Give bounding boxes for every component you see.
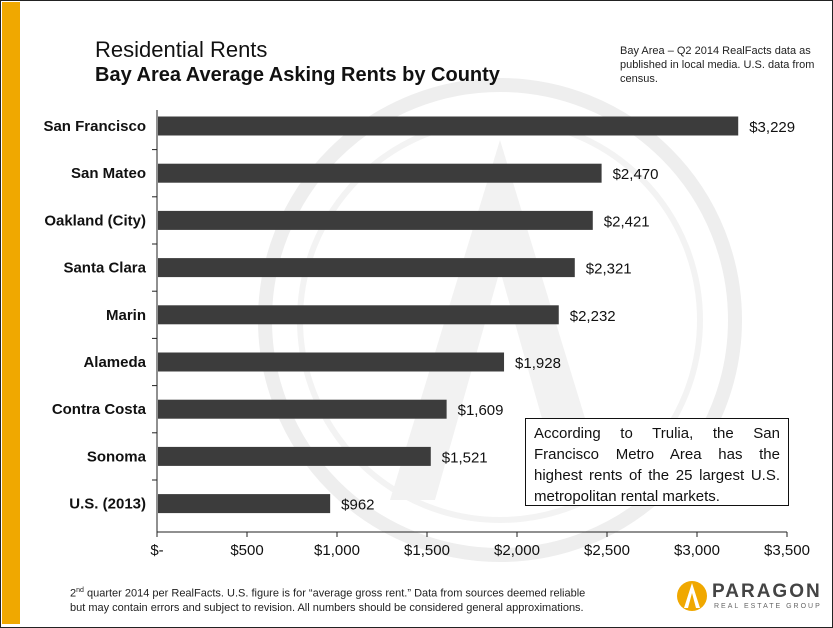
category-label: Alameda xyxy=(83,354,146,371)
bar xyxy=(158,210,593,230)
category-label: San Mateo xyxy=(71,165,146,182)
x-axis: $- $500 $1,000 $1,500 $2,000 $2,500 $3,000 $3,5… xyxy=(150,110,810,559)
x-tick-label: $500 xyxy=(230,542,263,559)
value-label: $3,229 xyxy=(749,119,795,136)
callout-box: According to Trulia, the San Francisco M… xyxy=(525,418,789,506)
value-label: $2,321 xyxy=(586,261,632,278)
paragon-logo: PARAGON REAL ESTATE GROUP xyxy=(676,578,826,618)
x-tick-label: $2,000 xyxy=(494,542,540,559)
x-tick-label: $- xyxy=(150,542,163,559)
paragon-logo-icon xyxy=(677,581,707,611)
footnote-line1: quarter 2014 per RealFacts. U.S. figure … xyxy=(83,587,586,600)
value-label: $2,421 xyxy=(604,213,650,230)
value-label: $962 xyxy=(341,497,374,514)
category-label: San Francisco xyxy=(43,118,146,135)
bar xyxy=(158,258,575,278)
accent-bar xyxy=(2,2,20,624)
value-label: $1,609 xyxy=(458,402,504,419)
bar xyxy=(158,399,447,419)
value-labels: $3,229 $2,470 $2,421 $2,321 $2,232 $1,928 $1,6… xyxy=(341,119,795,514)
value-label: $1,521 xyxy=(442,449,488,466)
category-label: Contra Costa xyxy=(52,401,147,418)
category-label: Sonoma xyxy=(87,448,147,465)
value-label: $2,232 xyxy=(570,308,616,325)
bar xyxy=(158,352,505,372)
value-label: $1,928 xyxy=(515,355,561,372)
x-tick-label: $3,500 xyxy=(764,542,810,559)
bar xyxy=(158,305,559,325)
footnote-line2: but may contain errors and subject to re… xyxy=(70,601,584,614)
bar xyxy=(158,163,602,183)
x-tick-label: $2,500 xyxy=(584,542,630,559)
footnote-ordinal: nd xyxy=(76,587,84,594)
logo-name: PARAGON xyxy=(712,581,822,602)
source-note: Bay Area – Q2 2014 RealFacts data as pub… xyxy=(620,45,815,85)
bar xyxy=(158,116,739,136)
chart-subtitle: Bay Area Average Asking Rents by County xyxy=(95,64,500,86)
category-label: U.S. (2013) xyxy=(69,496,146,513)
category-label: Marin xyxy=(106,307,146,324)
footnote-number: 2 xyxy=(70,587,77,600)
bar xyxy=(158,494,331,514)
category-label: Santa Clara xyxy=(63,260,146,277)
x-tick-label: $1,000 xyxy=(314,542,360,559)
chart-title: Residential Rents xyxy=(95,37,268,62)
bars-group xyxy=(158,116,739,514)
footnote: 2nd quarter 2014 per RealFacts. U.S. fig… xyxy=(70,584,660,615)
value-label: $2,470 xyxy=(613,166,659,183)
x-tick-label: $1,500 xyxy=(404,542,450,559)
x-tick-label: $3,000 xyxy=(674,542,720,559)
category-labels: San Francisco San Mateo Oakland (City) Sant… xyxy=(43,118,146,513)
category-label: Oakland (City) xyxy=(44,212,146,229)
logo-tagline: REAL ESTATE GROUP xyxy=(714,603,822,610)
bar xyxy=(158,446,431,466)
